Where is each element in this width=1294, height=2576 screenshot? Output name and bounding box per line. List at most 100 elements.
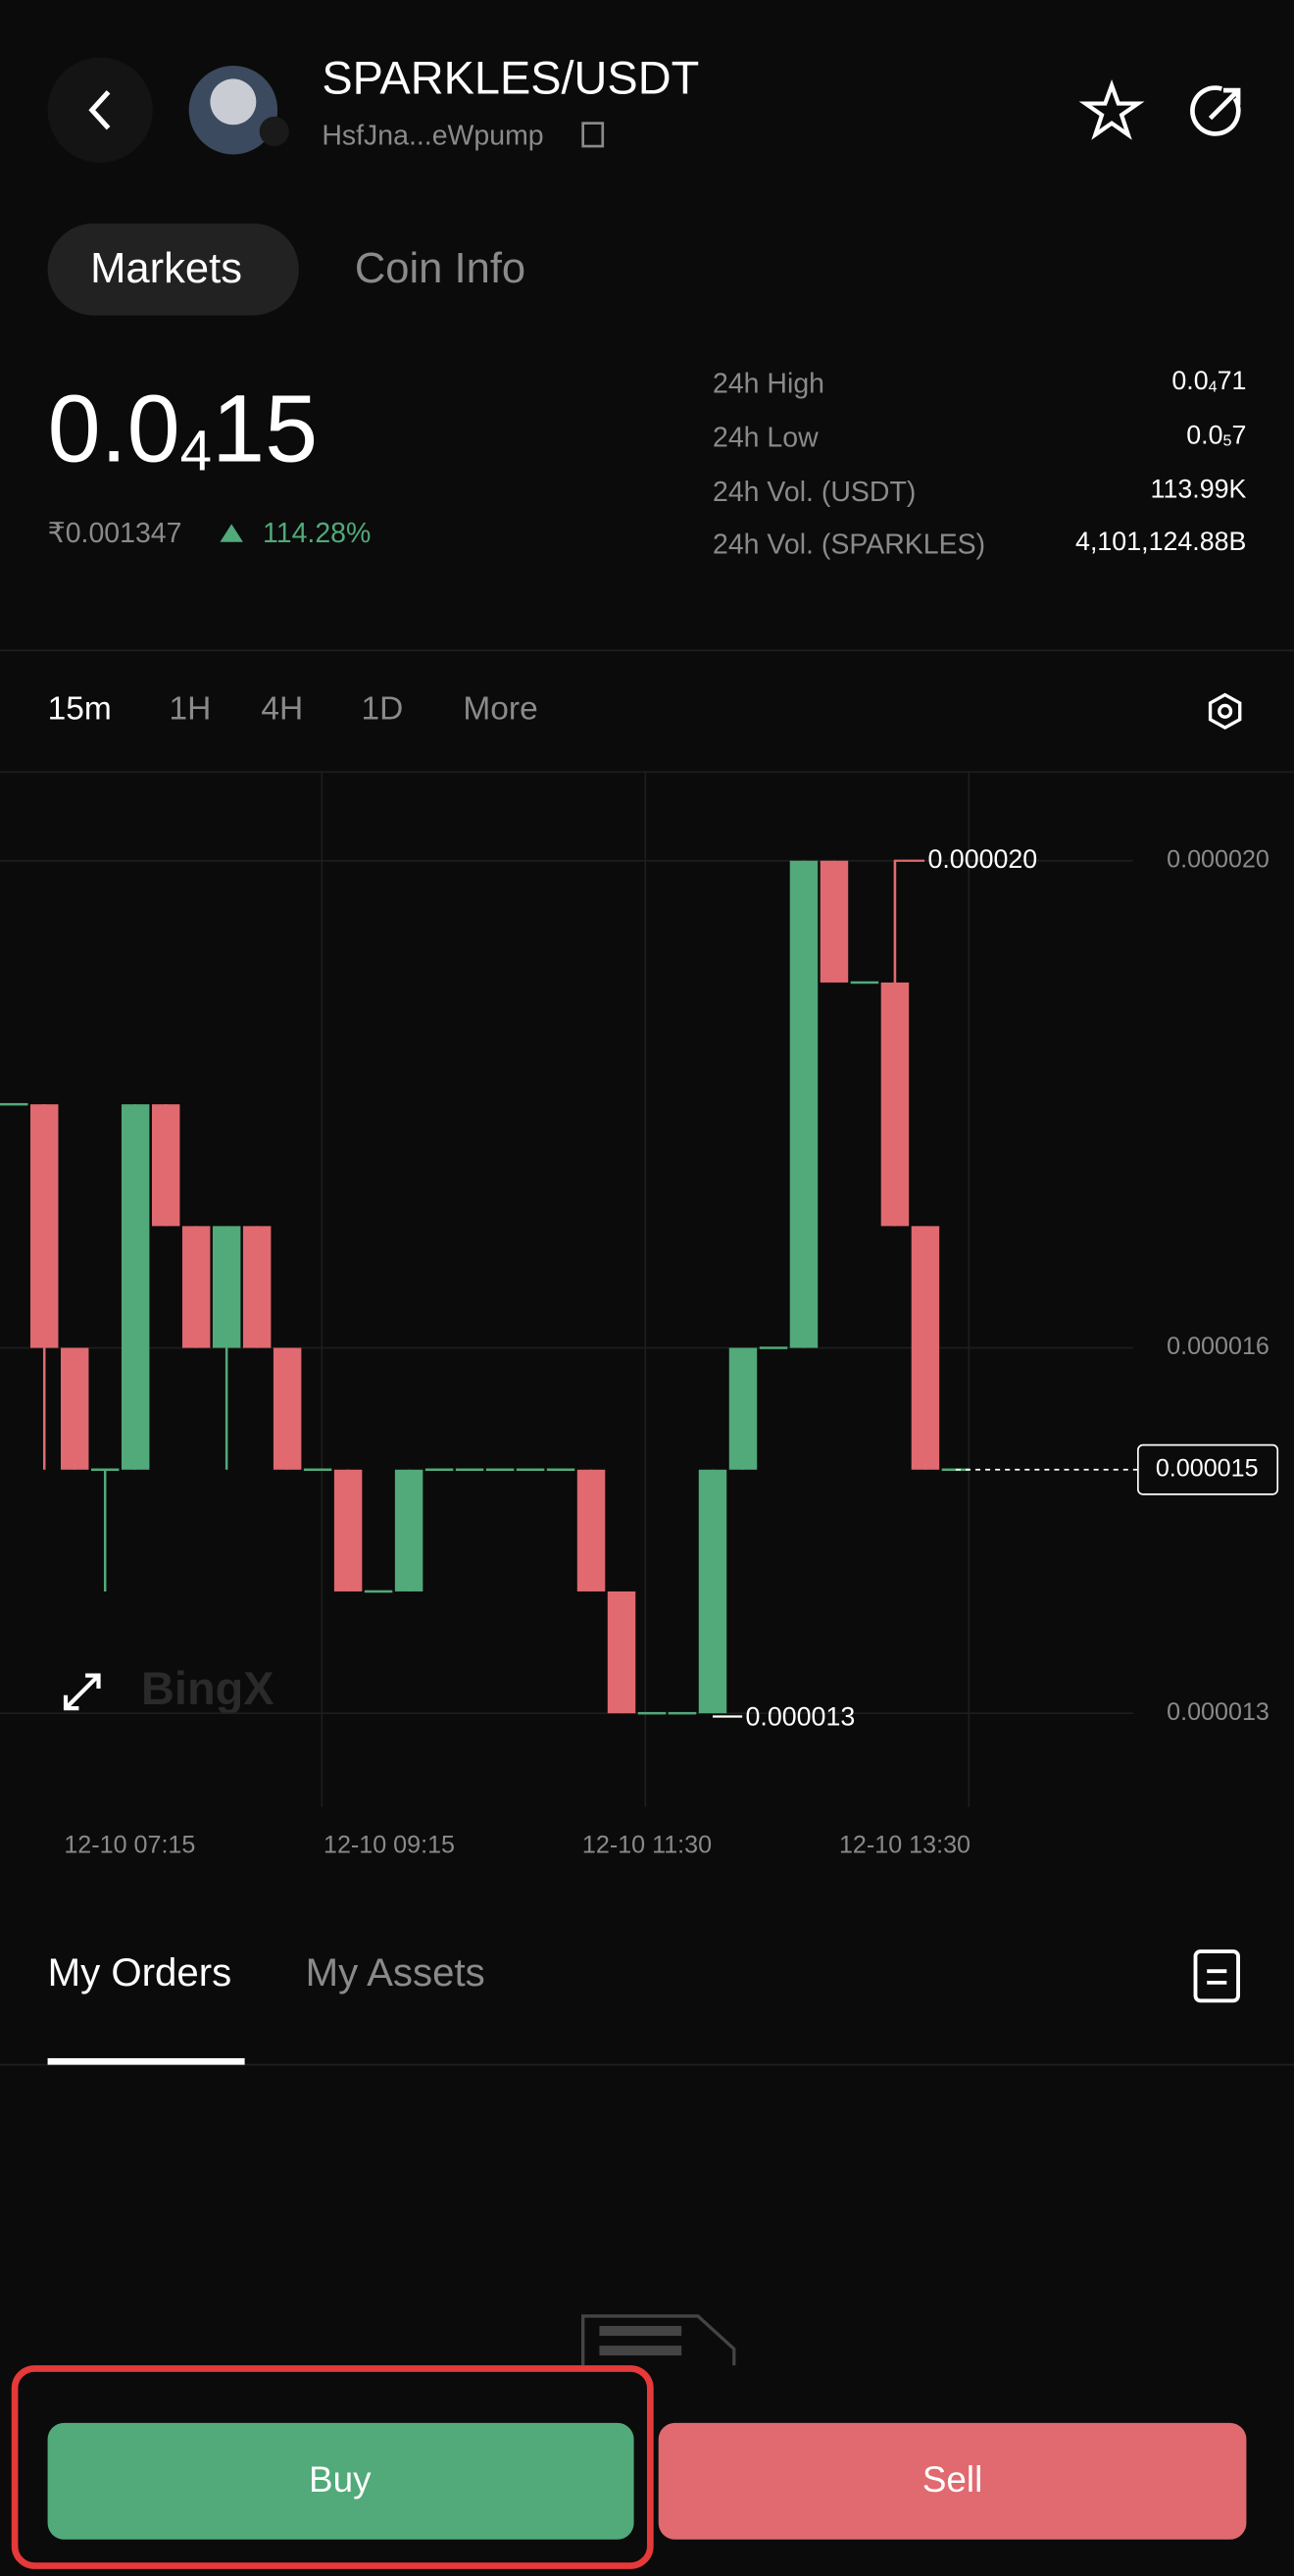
candle-body <box>121 1104 150 1470</box>
price-lead: 0.0 <box>47 376 180 483</box>
expand-icon[interactable] <box>63 1673 101 1711</box>
candle-body <box>333 1469 363 1591</box>
candle-body <box>90 1468 120 1472</box>
stat-label: 24h Vol. (SPARKLES) <box>713 529 986 561</box>
copy-icon[interactable] <box>581 122 605 148</box>
share-icon[interactable] <box>1190 85 1241 136</box>
stat-value-part: 0.0 <box>1186 422 1223 450</box>
candle-body <box>728 1347 758 1470</box>
stat-value-part: 4 <box>1208 379 1218 397</box>
markets-tab-bg[interactable] <box>47 223 299 316</box>
sell-button[interactable] <box>658 2422 1247 2540</box>
watermark: BingX <box>141 1663 274 1714</box>
candle-body <box>0 1102 28 1106</box>
stat-label: 24h Low <box>713 422 819 454</box>
tab-underline <box>47 2057 245 2065</box>
candle-body <box>880 982 910 1227</box>
stat-value-part: 5 <box>1222 432 1232 451</box>
settings-dot <box>1218 703 1233 719</box>
low-label: 0.000013 <box>746 1701 856 1731</box>
records-icon[interactable] <box>1193 1949 1240 2003</box>
candle-body <box>789 860 819 1348</box>
my-orders-tab[interactable]: My Orders <box>47 1951 232 1996</box>
empty-line <box>599 2325 682 2337</box>
interval-tab[interactable]: More <box>463 691 538 729</box>
y-tick-label: 0.000016 <box>1167 1333 1269 1360</box>
stat-value-part: 71 <box>1217 368 1247 396</box>
candle-body <box>242 1226 272 1348</box>
candle-body <box>668 1711 697 1715</box>
candle-body <box>850 981 879 985</box>
interval-tab[interactable]: 1D <box>361 691 404 729</box>
candle-body <box>303 1468 332 1472</box>
avatar-face <box>210 78 257 126</box>
buy-button[interactable] <box>47 2422 634 2540</box>
candle-body <box>911 1226 940 1470</box>
candle-body <box>60 1347 89 1470</box>
interval-tab[interactable]: 4H <box>261 691 304 729</box>
stat-label: 24h Vol. (USDT) <box>713 476 917 508</box>
high-marker <box>893 859 925 986</box>
stat-label: 24h High <box>713 368 825 400</box>
x-tick-label: 12-10 13:30 <box>839 1831 970 1858</box>
records-lines <box>1207 1969 1227 1985</box>
candle-body <box>485 1468 515 1472</box>
coin-info-tab[interactable]: Coin Info <box>354 242 526 293</box>
markets-tab[interactable]: Markets <box>90 242 243 293</box>
sell-label[interactable]: Sell <box>922 2459 982 2500</box>
last-price-box <box>1137 1443 1279 1495</box>
candle-body <box>759 1346 788 1349</box>
stat-value-part: 0.0 <box>1171 368 1209 396</box>
candle-body <box>394 1469 423 1591</box>
stat-value: 113.99K <box>1150 476 1247 505</box>
contract-address: HsfJna...eWpump <box>322 120 544 152</box>
candle-body <box>576 1469 606 1591</box>
candle-body <box>820 860 849 983</box>
stat-value: 0.057 <box>1186 423 1246 452</box>
stat-value: 0.0471 <box>1171 368 1246 397</box>
back-icon <box>88 90 111 130</box>
candle-body <box>364 1590 393 1593</box>
candle-body <box>424 1468 454 1472</box>
x-tick-label: 12-10 11:30 <box>582 1831 712 1858</box>
up-arrow <box>220 524 243 542</box>
x-tick-label: 12-10 09:15 <box>324 1831 455 1858</box>
y-tick-label: 0.000020 <box>1167 845 1269 873</box>
price-tail: 15 <box>212 376 319 483</box>
favorite-icon[interactable] <box>1078 78 1145 140</box>
interval-tab[interactable]: 15m <box>47 691 112 729</box>
last-price: 0.0415 <box>48 375 319 485</box>
x-tick-label: 12-10 07:15 <box>64 1831 195 1858</box>
candle-body <box>273 1347 302 1470</box>
candle-body <box>607 1591 636 1714</box>
candle-body <box>637 1711 667 1715</box>
buy-label[interactable]: Buy <box>309 2459 372 2500</box>
share-arrow <box>1208 87 1241 121</box>
fiat-price: ₹0.001347 <box>47 517 182 549</box>
candle-body <box>181 1226 211 1348</box>
price-change: 114.28% <box>263 517 372 549</box>
chain-badge <box>259 116 289 147</box>
candle-body <box>212 1226 241 1348</box>
candle-body <box>546 1468 575 1472</box>
pair-title: SPARKLES/USDT <box>322 52 700 104</box>
interval-tab[interactable]: 1H <box>169 691 212 729</box>
last-price-label: 0.000015 <box>1156 1454 1259 1482</box>
stat-value: 4,101,124.88B <box>1075 529 1247 557</box>
y-tick-label: 0.000013 <box>1167 1698 1269 1726</box>
empty-line <box>599 2346 682 2356</box>
candle-body <box>698 1469 727 1714</box>
highlight-box <box>11 2365 654 2569</box>
back-button[interactable] <box>47 57 153 163</box>
price-zeros: 4 <box>179 419 213 483</box>
candle-body <box>29 1104 59 1348</box>
high-label: 0.000020 <box>927 844 1037 874</box>
candle-body <box>455 1468 484 1472</box>
my-assets-tab[interactable]: My Assets <box>305 1951 485 1996</box>
settings-icon[interactable] <box>1208 692 1242 730</box>
candle-body <box>151 1104 180 1227</box>
stat-value-part: 7 <box>1231 422 1247 450</box>
